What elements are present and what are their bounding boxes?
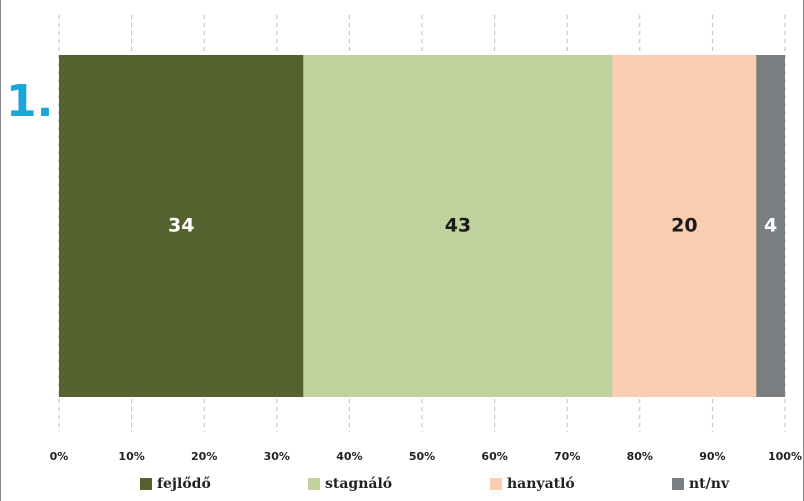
bar-segment [756,55,785,397]
x-tick-label: 0% [50,450,69,463]
x-tick-label: 20% [191,450,217,463]
legend-label: fejlődő [157,476,211,492]
x-tick-label: 100% [768,450,802,463]
legend-swatch [140,478,152,490]
legend-label: hanyatló [507,476,575,492]
legend-label: stagnáló [325,476,392,492]
data-label: 4 [764,215,777,237]
data-label: 43 [445,215,471,237]
data-label: 34 [168,215,194,237]
x-tick-label: 90% [699,450,725,463]
x-tick-label: 40% [336,450,362,463]
x-tick-label: 60% [481,450,507,463]
x-tick-label: 50% [409,450,435,463]
legend-swatch [308,478,320,490]
legend-swatch [490,478,502,490]
data-label: 20 [671,215,697,237]
legend-swatch [672,478,684,490]
bar-segment [303,55,613,397]
x-tick-label: 80% [627,450,653,463]
x-tick-label: 10% [118,450,144,463]
x-tick-label: 30% [264,450,290,463]
bar-segment [59,55,304,397]
legend-label: nt/nv [689,476,730,492]
x-tick-label: 70% [554,450,580,463]
chart-label: 1. [6,76,53,127]
bar-segment [612,55,757,397]
